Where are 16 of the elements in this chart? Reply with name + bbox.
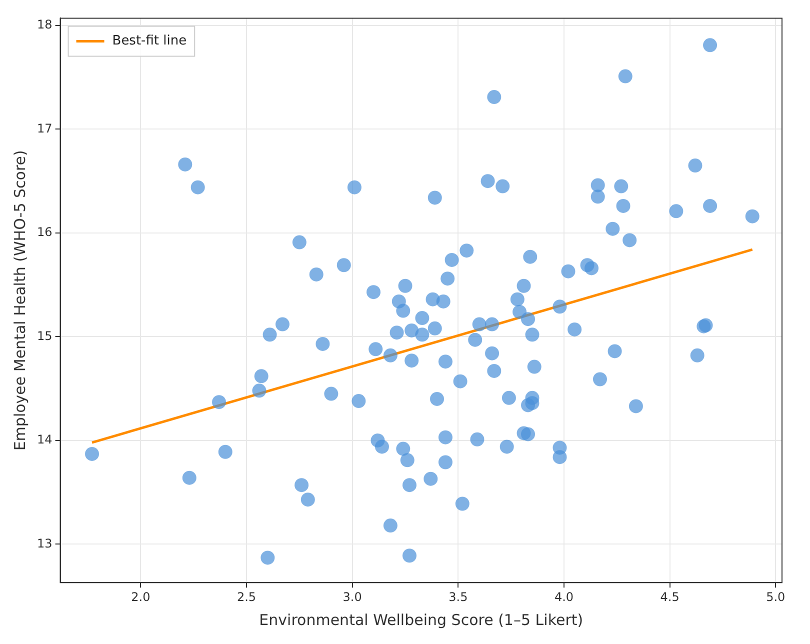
y-tick-label: 17 xyxy=(36,121,52,136)
y-tick-label: 15 xyxy=(36,328,52,343)
x-axis-title: Environmental Wellbeing Score (1–5 Likert) xyxy=(259,610,584,629)
legend-label: Best-fit line xyxy=(112,34,187,49)
y-tick-label: 14 xyxy=(36,432,52,447)
y-axis-title: Employee Mental Health (WHO-5 Score) xyxy=(10,150,29,451)
x-tick-label: 5.0 xyxy=(766,590,786,604)
x-tick-label: 2.0 xyxy=(131,590,150,604)
x-tick-label: 4.0 xyxy=(554,590,574,604)
y-tick-label: 18 xyxy=(36,18,52,32)
y-tick-label: 16 xyxy=(36,225,52,240)
x-tick-label: 3.0 xyxy=(342,590,362,604)
x-tick-label: 3.5 xyxy=(448,590,468,604)
x-tick-label: 2.5 xyxy=(236,590,256,604)
y-tick-label: 13 xyxy=(36,536,52,550)
x-tick-label: 4.5 xyxy=(660,590,680,604)
